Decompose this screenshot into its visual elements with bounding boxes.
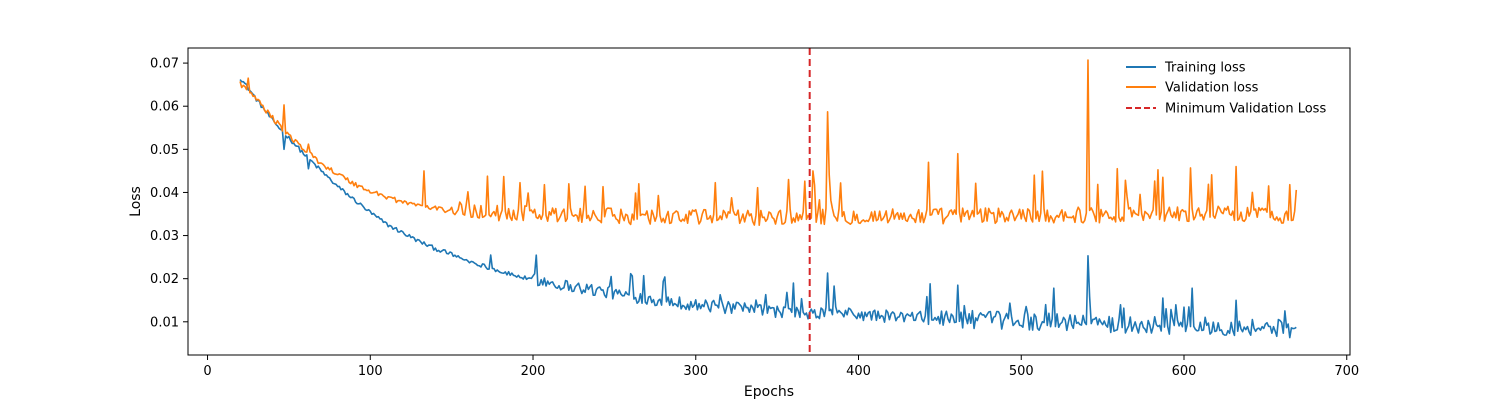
y-axis-label: Loss bbox=[128, 186, 144, 217]
legend-label-training: Training loss bbox=[1164, 61, 1246, 76]
plot-frame bbox=[187, 47, 1351, 356]
x-tick-label: 400 bbox=[846, 364, 871, 379]
x-tick-label: 100 bbox=[358, 364, 383, 379]
training-loss-line bbox=[239, 79, 1297, 339]
legend: Training loss Validation loss Minimum Va… bbox=[1126, 61, 1326, 117]
x-tick-label: 700 bbox=[1334, 364, 1359, 379]
x-axis-ticks: 0 100 200 300 400 500 600 700 bbox=[203, 355, 1359, 379]
y-tick-label: 0.04 bbox=[150, 186, 179, 201]
y-axis-ticks: 0.01 0.02 0.03 0.04 0.05 0.06 0.07 bbox=[150, 57, 188, 330]
y-tick-label: 0.06 bbox=[150, 100, 179, 115]
legend-label-validation: Validation loss bbox=[1165, 81, 1259, 96]
x-tick-label: 600 bbox=[1172, 364, 1197, 379]
y-tick-label: 0.01 bbox=[150, 315, 179, 330]
x-tick-label: 0 bbox=[203, 364, 211, 379]
y-tick-label: 0.03 bbox=[150, 229, 179, 244]
y-tick-label: 0.02 bbox=[150, 272, 179, 287]
y-tick-label: 0.05 bbox=[150, 143, 179, 158]
legend-label-minimum: Minimum Validation Loss bbox=[1165, 102, 1326, 117]
x-axis-label: Epochs bbox=[744, 384, 794, 400]
y-tick-label: 0.07 bbox=[150, 57, 179, 72]
x-tick-label: 200 bbox=[521, 364, 546, 379]
x-tick-label: 300 bbox=[683, 364, 708, 379]
x-tick-label: 500 bbox=[1009, 364, 1034, 379]
series-layer bbox=[239, 48, 1298, 355]
validation-loss-line bbox=[239, 59, 1298, 227]
